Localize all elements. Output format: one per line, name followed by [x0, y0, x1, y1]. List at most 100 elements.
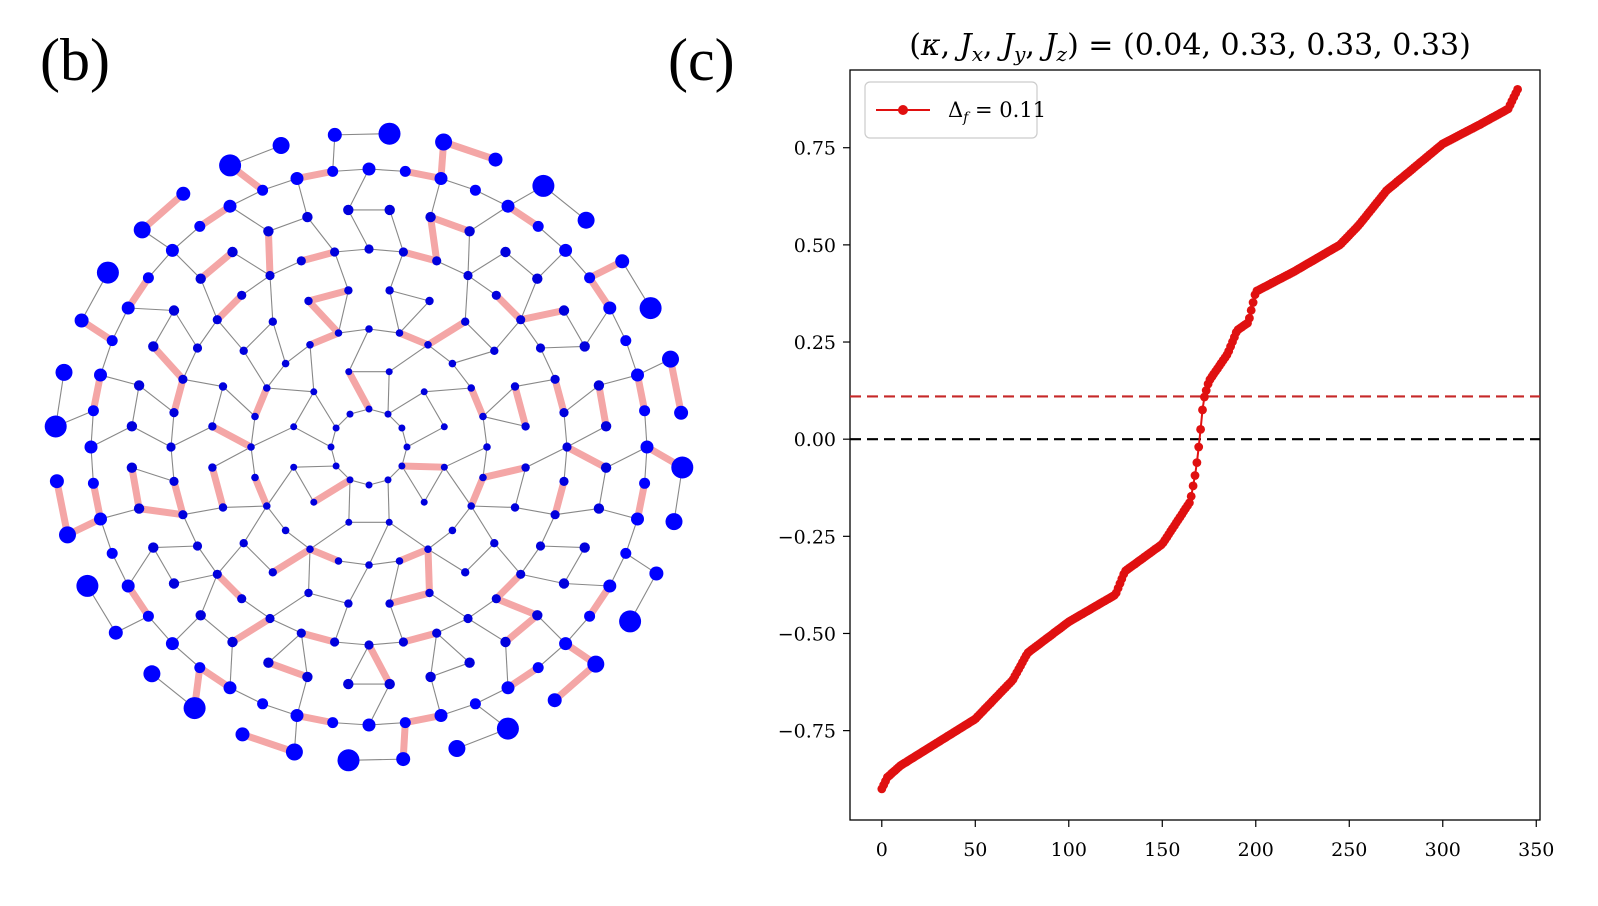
lattice-site: [620, 547, 632, 559]
lattice-site: [362, 162, 376, 176]
highlight-bond: [213, 291, 246, 324]
lattice-site: [600, 421, 612, 432]
highlight-bond: [563, 443, 610, 472]
lattice-site: [365, 561, 373, 569]
bond: [470, 505, 495, 544]
lattice-site: [501, 681, 515, 695]
lattice-site: [263, 502, 271, 510]
highlight-bond: [138, 190, 187, 234]
x-tick-label: 350: [1518, 839, 1554, 861]
lattice-site: [490, 346, 499, 355]
bond: [482, 415, 526, 427]
lattice-site: [237, 290, 247, 300]
lattice-site: [420, 498, 428, 506]
lattice-site: [148, 341, 159, 352]
lattice-site: [398, 462, 406, 470]
bond: [368, 248, 404, 253]
lattice-site: [510, 503, 520, 512]
lattice-site: [399, 165, 411, 177]
bond: [272, 321, 287, 364]
bond: [197, 319, 218, 349]
lattice-site: [296, 256, 306, 266]
lattice-site: [96, 261, 119, 284]
bond: [266, 466, 295, 507]
bond: [429, 592, 469, 619]
lattice-site: [296, 628, 306, 638]
lattice-site: [362, 718, 376, 732]
lattice-site: [268, 568, 277, 577]
data-point: [1188, 481, 1198, 491]
bond: [554, 508, 599, 516]
bond: [401, 465, 425, 503]
bond: [337, 290, 349, 334]
highlight-bond: [208, 464, 227, 511]
lattice-site: [121, 301, 135, 315]
lattice-site: [212, 569, 222, 579]
lattice-site: [306, 341, 314, 349]
highlight-bond: [306, 545, 342, 565]
lattice-site: [290, 172, 304, 185]
lattice-site: [532, 610, 543, 621]
lattice-site: [345, 518, 353, 526]
lattice-site: [310, 498, 318, 506]
lattice-site: [165, 637, 179, 651]
lattice-site: [396, 752, 411, 767]
bond: [464, 275, 469, 322]
lattice-site: [385, 286, 394, 295]
bond: [598, 467, 607, 509]
bond: [423, 391, 445, 428]
lattice-site: [281, 359, 290, 368]
bond: [389, 560, 401, 604]
bond: [452, 350, 495, 365]
bond: [368, 683, 391, 726]
bond: [368, 560, 400, 566]
lattice-site: [532, 662, 544, 674]
x-tick-label: 0: [876, 839, 888, 861]
bond: [347, 209, 370, 250]
lattice-site: [126, 421, 138, 432]
bond: [229, 641, 234, 688]
lattice-site: [384, 410, 392, 418]
lattice-figure: [44, 122, 694, 772]
lattice-site: [263, 384, 271, 392]
lattice-site: [639, 405, 651, 417]
highlight-bond: [440, 138, 499, 164]
lattice-site: [365, 325, 373, 333]
lattice-site: [302, 211, 313, 223]
lattice-site: [384, 678, 395, 690]
bond: [464, 542, 495, 573]
lattice-site: [212, 315, 222, 325]
data-point: [1248, 298, 1258, 307]
bond: [563, 310, 586, 347]
highlight-bond: [396, 329, 432, 349]
bond: [131, 385, 140, 427]
lattice-site: [584, 610, 596, 622]
x-tick-label: 150: [1144, 839, 1180, 861]
bond: [232, 251, 271, 276]
lattice-site: [169, 476, 179, 486]
bond: [243, 542, 274, 573]
lattice-site: [44, 415, 67, 438]
bond: [389, 290, 401, 334]
lattice-site: [237, 594, 247, 604]
highlight-bond: [427, 213, 441, 265]
lattice-site: [265, 270, 275, 281]
lattice-site: [285, 743, 303, 761]
bond: [293, 466, 315, 503]
bond: [293, 465, 337, 468]
lattice-site: [521, 422, 530, 431]
bond: [293, 426, 332, 448]
bond: [127, 547, 154, 587]
bond: [131, 425, 172, 448]
bond: [482, 386, 516, 417]
y-tick-label: −0.50: [778, 623, 836, 645]
lattice-site: [304, 296, 313, 306]
highlight-bond: [53, 477, 72, 539]
bond: [200, 278, 218, 320]
lattice-site: [133, 380, 145, 391]
bond: [269, 617, 302, 634]
lattice-site: [619, 610, 642, 633]
highlight-bond: [306, 329, 342, 349]
bond: [436, 632, 470, 664]
